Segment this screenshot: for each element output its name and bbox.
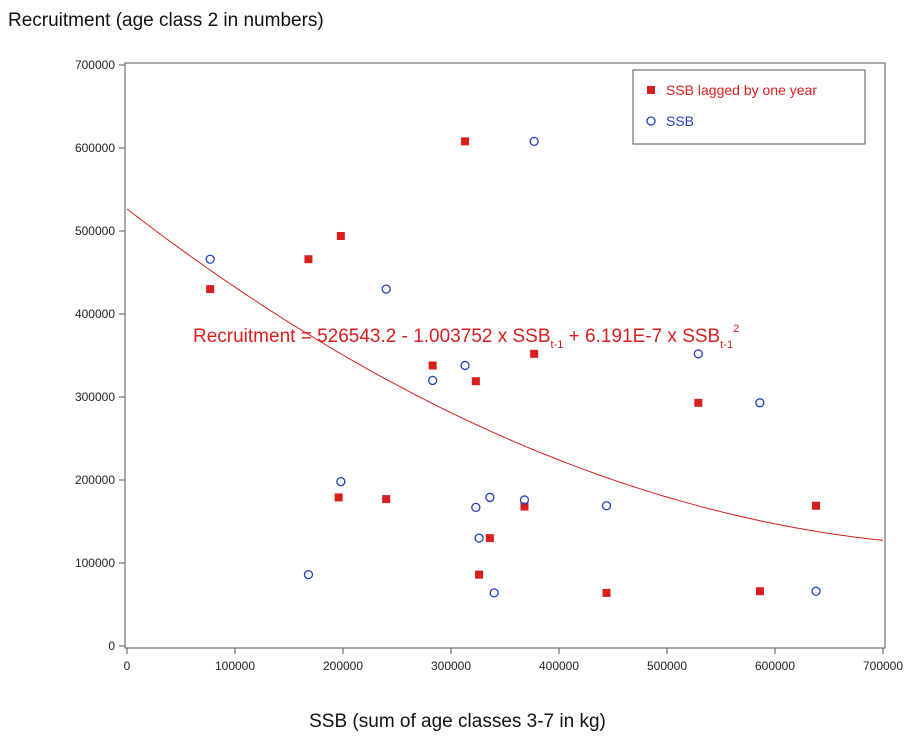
legend-marker-ssb (646, 116, 656, 126)
point-ssb-lagged (334, 493, 343, 502)
point-ssb-lagged (428, 361, 437, 370)
legend-marker-lagged (647, 86, 655, 94)
point-ssb (693, 349, 703, 359)
eq-mid: + 6.191E-7 x SSB (563, 326, 720, 347)
point-ssb (336, 477, 346, 487)
point-ssb (601, 501, 612, 511)
plot-area-frame (124, 62, 886, 649)
x-tick-label: 700000 (863, 659, 903, 673)
point-ssb-lagged (336, 231, 345, 240)
y-tick-label: 400000 (75, 307, 115, 321)
point-ssb (205, 254, 215, 264)
legend: SSB lagged by one year SSB (632, 69, 866, 145)
x-tick-label: 500000 (647, 659, 687, 673)
point-ssb (303, 569, 314, 580)
legend-box (632, 69, 866, 145)
fit-equation: Recruitment = 526543.2 - 1.003752 x SSBt… (193, 323, 739, 351)
point-ssb (474, 533, 484, 543)
point-ssb (529, 136, 539, 147)
fit-curve (126, 208, 884, 541)
x-tick-label: 200000 (323, 659, 363, 673)
legend-label-lagged: SSB lagged by one year (666, 82, 817, 98)
y-tick-label: 700000 (75, 58, 115, 72)
point-ssb-lagged (461, 137, 470, 146)
point-ssb-lagged (475, 570, 484, 579)
y-tick-label: 500000 (75, 224, 115, 238)
point-ssb-lagged (694, 398, 703, 407)
point-ssb (427, 375, 438, 386)
point-ssb (471, 502, 481, 513)
eq-sub1: t-1 (551, 339, 564, 351)
y-axis-label: Recruitment (age class 2 in numbers) (8, 10, 324, 31)
point-ssb-lagged (206, 285, 215, 294)
eq-sup2: 2 (733, 323, 739, 335)
point-ssb (755, 398, 765, 408)
point-ssb (460, 360, 470, 371)
y-tick-label: 600000 (75, 141, 115, 155)
y-tick-label: 200000 (75, 473, 115, 487)
x-axis-label: SSB (sum of age classes 3-7 in kg) (309, 711, 606, 732)
y-tick-label: 100000 (75, 556, 115, 570)
point-ssb (811, 586, 821, 596)
point-ssb (489, 588, 499, 598)
x-tick-label: 600000 (755, 659, 795, 673)
legend-label-ssb: SSB (666, 113, 694, 129)
x-tick-label: 300000 (431, 659, 471, 673)
point-ssb (519, 495, 530, 505)
point-ssb-lagged (304, 255, 313, 264)
point-ssb-lagged (530, 349, 539, 358)
x-tick-label: 400000 (539, 659, 579, 673)
y-tick-label: 300000 (75, 390, 115, 404)
point-ssb (485, 492, 495, 503)
point-ssb-lagged (471, 377, 480, 386)
point-ssb-lagged (602, 588, 611, 597)
x-tick-label: 0 (124, 659, 131, 673)
y-tick-label: 0 (108, 639, 115, 653)
point-ssb-lagged (755, 587, 764, 596)
eq-sub2: t-1 (720, 339, 733, 351)
point-ssb-lagged (485, 534, 494, 543)
point-ssb-lagged (520, 502, 529, 511)
point-ssb-lagged (812, 501, 821, 510)
x-tick-label: 100000 (215, 659, 255, 673)
eq-lhs: Recruitment = 526543.2 - 1.003752 x SSB (193, 326, 551, 347)
point-ssb (381, 284, 391, 294)
point-ssb-lagged (382, 495, 391, 504)
